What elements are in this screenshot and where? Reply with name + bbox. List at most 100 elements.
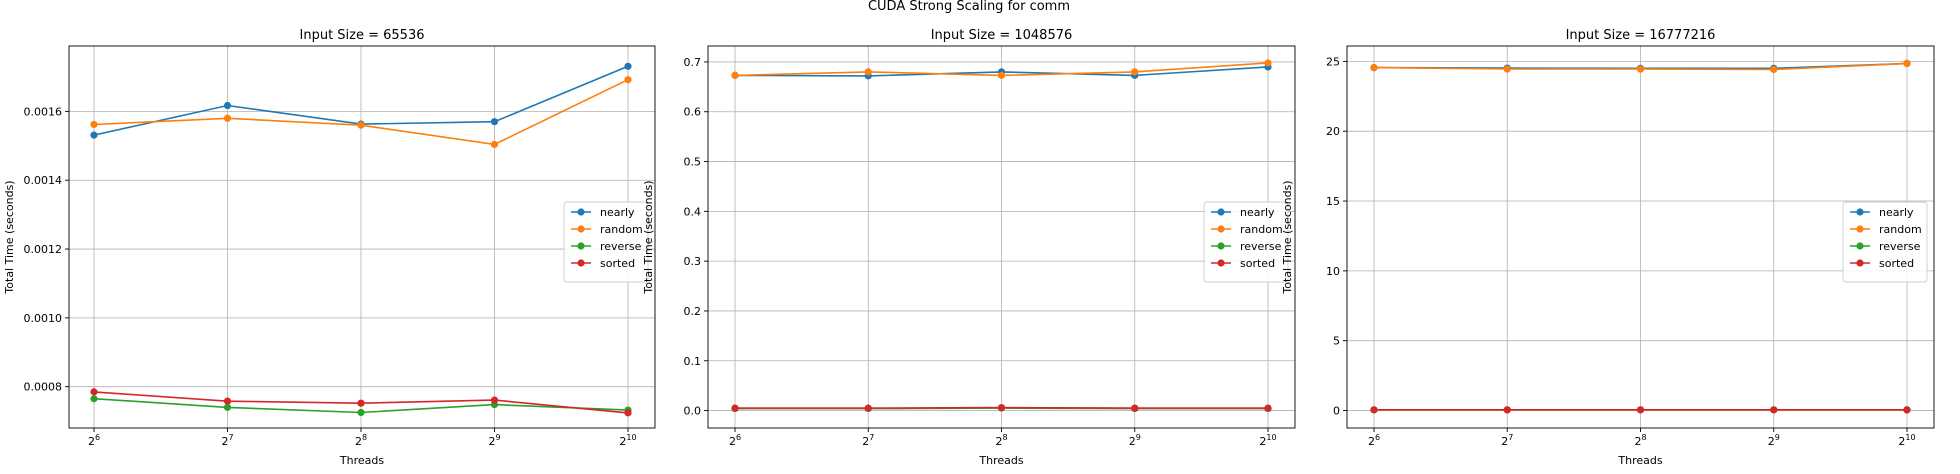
y-tick-label: 0 — [1333, 405, 1340, 418]
legend-label-sorted: sorted — [1879, 257, 1914, 270]
legend-marker-random — [577, 225, 585, 233]
data-point-nearly — [90, 131, 98, 139]
y-tick-label: 0.0 — [684, 405, 702, 418]
data-point-sorted — [90, 388, 98, 396]
data-point-random — [1770, 65, 1778, 74]
y-tick-label: 5 — [1333, 335, 1340, 348]
x-tick-label: 28 — [355, 433, 367, 448]
y-axis-label: Total Time (seconds) — [3, 180, 16, 294]
data-point-sorted — [357, 399, 365, 407]
legend-label-sorted: sorted — [600, 257, 635, 270]
y-tick-label: 0.5 — [684, 156, 702, 169]
data-point-random — [731, 71, 739, 79]
data-point-reverse — [357, 408, 365, 417]
legend-label-reverse: reverse — [1879, 240, 1921, 253]
data-point-random — [490, 140, 499, 149]
plot-area — [69, 46, 655, 428]
data-point-random — [357, 121, 365, 129]
data-point-random — [1903, 59, 1911, 68]
legend-box — [1203, 201, 1289, 283]
legend-label-random: random — [1879, 223, 1922, 236]
x-tick-label: 26 — [88, 433, 100, 448]
y-tick-label: 0.2 — [684, 305, 702, 318]
data-point-random — [1370, 64, 1378, 72]
x-tick-label: 29 — [1768, 433, 1780, 448]
legend-marker-nearly — [1856, 208, 1864, 216]
data-point-random — [997, 71, 1006, 79]
y-tick-label: 20 — [1326, 125, 1340, 138]
data-point-random — [1131, 68, 1139, 76]
x-tick-label: 210 — [1898, 433, 1915, 448]
legend-marker-reverse — [577, 242, 585, 250]
data-point-reverse — [223, 403, 232, 411]
y-tick-label: 0.6 — [684, 106, 702, 119]
subplot-3: 26 27 28 29 210 0 5 10 15 20 25 Input Size = 167772… — [1281, 28, 1935, 467]
legend-label-reverse: reverse — [600, 240, 642, 253]
legend-marker-sorted — [577, 259, 585, 267]
subplot-2: 26 27 28 29 210 0.0 0.1 0.2 0.3 0.4 0.5 0.6 0.7 Input… — [642, 28, 1296, 467]
y-axis-label: Total Time (seconds) — [642, 180, 655, 294]
data-point-nearly — [624, 62, 632, 70]
data-point-sorted — [624, 409, 632, 417]
data-point-random — [90, 120, 98, 129]
y-tick-label: 0.4 — [684, 205, 702, 218]
legend-marker-reverse — [1217, 242, 1225, 250]
x-axis-label: Threads — [1617, 454, 1662, 467]
data-point-random — [864, 68, 872, 76]
x-tick-label: 28 — [995, 433, 1007, 448]
x-tick-label: 27 — [1501, 433, 1513, 448]
data-point-sorted — [1131, 404, 1139, 412]
x-axis-label: Threads — [978, 454, 1023, 467]
legend: nearly random reverse sorted — [1203, 201, 1289, 283]
x-axis-label: Threads — [339, 454, 384, 467]
legend-marker-sorted — [1856, 259, 1864, 267]
data-point-random — [1503, 65, 1511, 73]
y-axis-label: Total Time (seconds) — [1281, 180, 1294, 294]
legend-label-random: random — [600, 223, 643, 236]
y-tick-label: 10 — [1326, 265, 1340, 278]
data-point-nearly — [223, 101, 232, 110]
data-point-random — [1264, 59, 1272, 67]
x-tick-label: 26 — [729, 433, 741, 448]
legend-marker-random — [1217, 225, 1225, 233]
data-point-sorted — [1770, 406, 1778, 414]
x-tick-label: 28 — [1634, 433, 1646, 448]
data-point-sorted — [997, 403, 1006, 412]
legend-marker-reverse — [1856, 242, 1864, 250]
y-tick-label: 0.7 — [684, 56, 702, 69]
figure-suptitle: CUDA Strong Scaling for comm — [868, 0, 1070, 14]
y-tick-label: 25 — [1326, 55, 1340, 68]
y-tick-label: 0.0012 — [24, 243, 63, 256]
legend-label-sorted: sorted — [1240, 257, 1275, 270]
legend-box — [563, 201, 649, 283]
y-tick-label: 0.3 — [684, 255, 702, 268]
data-point-random — [624, 76, 632, 84]
legend-marker-nearly — [1217, 208, 1225, 216]
y-tick-label: 15 — [1326, 195, 1340, 208]
y-tick-label: 0.0016 — [24, 105, 63, 118]
data-point-sorted — [1370, 406, 1378, 414]
x-tick-label: 29 — [1129, 433, 1141, 448]
legend: nearly random reverse sorted — [563, 201, 649, 283]
legend: nearly random reverse sorted — [1842, 201, 1928, 283]
y-tick-label: 0.0014 — [24, 174, 63, 187]
x-tick-label: 27 — [862, 433, 874, 448]
data-point-sorted — [1503, 406, 1511, 414]
data-point-sorted — [731, 404, 739, 412]
data-point-sorted — [1636, 406, 1645, 414]
legend-marker-sorted — [1217, 259, 1225, 267]
y-tick-label: 0.0008 — [24, 381, 63, 394]
subplot-1: 26 27 28 29 210 0.0008 0.0010 0.0012 0.0014 0.001… — [3, 28, 656, 467]
x-tick-label: 27 — [221, 433, 233, 448]
data-point-random — [223, 114, 232, 122]
data-point-nearly — [490, 118, 499, 126]
y-tick-label: 0.1 — [684, 355, 702, 368]
legend-marker-nearly — [577, 208, 585, 216]
legend-marker-random — [1856, 225, 1864, 233]
legend-label-nearly: nearly — [600, 206, 635, 219]
legend-label-nearly: nearly — [1879, 206, 1914, 219]
y-tick-label: 0.0010 — [24, 312, 63, 325]
data-point-reverse — [90, 395, 98, 403]
data-point-sorted — [1264, 404, 1272, 412]
